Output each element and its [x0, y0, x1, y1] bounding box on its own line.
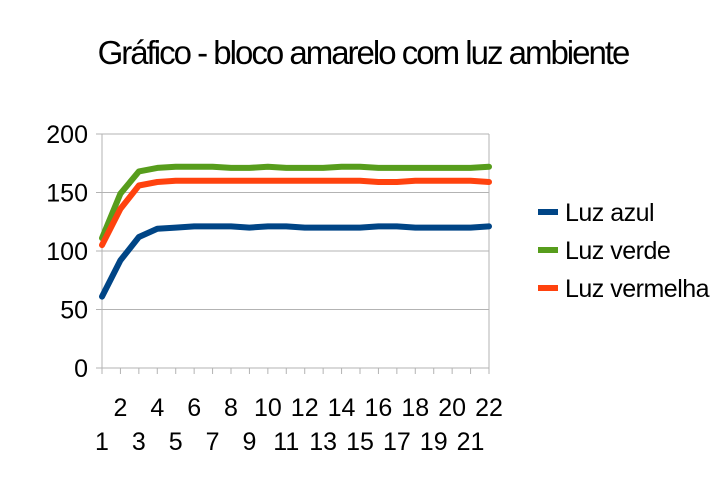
- chart-title: Gráfico - bloco amarelo com luz ambiente: [98, 34, 629, 71]
- x-tick-label: 11: [273, 428, 299, 456]
- x-tick-label: 5: [169, 428, 183, 456]
- legend: Luz azul Luz verde Luz vermelha: [538, 199, 710, 303]
- series-line-luz-vermelha: [99, 177, 492, 249]
- x-tick-label: 14: [328, 394, 356, 422]
- x-tick-label: 9: [242, 428, 256, 456]
- gridlines: [96, 133, 489, 369]
- x-tick-label: 7: [206, 428, 220, 456]
- x-tick-label: 16: [365, 394, 393, 422]
- y-tick-label: 50: [60, 297, 88, 325]
- x-tick-label: 18: [401, 394, 429, 422]
- y-tick-label: 100: [46, 238, 88, 266]
- series-line-luz-azul: [99, 223, 492, 300]
- series-lines: [99, 163, 492, 300]
- x-tick-label: 10: [254, 394, 282, 422]
- x-tick-label: 19: [420, 428, 448, 456]
- x-tick-label: 17: [383, 428, 411, 456]
- x-tick-label: 12: [291, 394, 319, 422]
- legend-label-luz-verde: Luz verde: [565, 237, 670, 265]
- y-tick-label: 200: [46, 121, 88, 149]
- legend-label-luz-vermelha: Luz vermelha: [565, 275, 710, 303]
- y-tick-label: 150: [46, 180, 88, 208]
- x-tick-label: 20: [438, 394, 466, 422]
- x-tick-label: 3: [132, 428, 146, 456]
- x-tick-label: 6: [187, 394, 201, 422]
- x-tick-label: 4: [150, 394, 164, 422]
- axes: [101, 134, 490, 374]
- x-tick-label: 13: [309, 428, 337, 456]
- x-tick-label: 22: [475, 394, 503, 422]
- x-axis-tick-labels: 2 4 6 8 10 12 14 16 18 20 221 3 5 7 9 11 13 15 17 19 21: [95, 394, 503, 456]
- y-axis-tick-labels: 0 50 100 150 200: [46, 121, 88, 383]
- series-line-luz-verde: [99, 163, 492, 242]
- legend-label-luz-azul: Luz azul: [565, 199, 654, 227]
- x-tick-label: 15: [346, 428, 374, 456]
- x-tick-label: 21: [457, 428, 485, 456]
- x-tick-label: 1: [95, 428, 109, 456]
- x-tick-label: 8: [224, 394, 238, 422]
- y-tick-label: 0: [74, 355, 88, 383]
- x-tick-label: 2: [113, 394, 127, 422]
